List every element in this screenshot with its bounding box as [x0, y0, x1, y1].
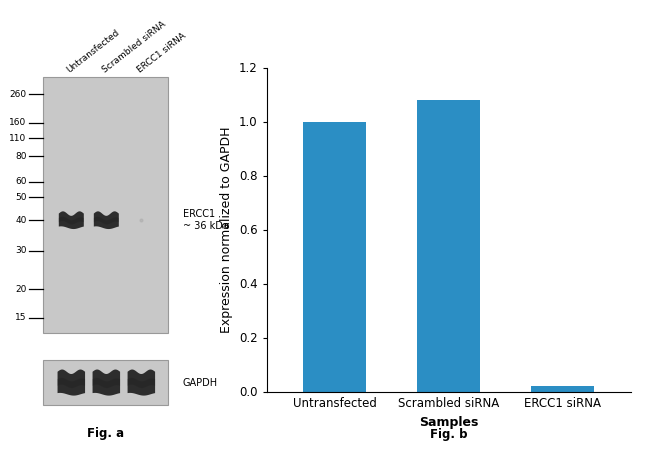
Bar	[531, 386, 593, 392]
Text: 20: 20	[15, 285, 27, 294]
FancyBboxPatch shape	[44, 76, 168, 333]
Text: ERCC1 siRNA: ERCC1 siRNA	[135, 31, 187, 74]
Text: 30: 30	[15, 247, 27, 256]
Text: Fig. a: Fig. a	[87, 428, 124, 441]
FancyBboxPatch shape	[44, 360, 168, 405]
Text: 160: 160	[9, 118, 27, 127]
Y-axis label: Expression normalized to GAPDH: Expression normalized to GAPDH	[220, 126, 233, 333]
Text: 80: 80	[15, 152, 27, 161]
Text: 260: 260	[9, 90, 27, 99]
Text: 60: 60	[15, 177, 27, 186]
Text: Scrambled siRNA: Scrambled siRNA	[100, 19, 167, 74]
Text: Untransfected: Untransfected	[65, 27, 122, 74]
Text: ERCC1
~ 36 kDa: ERCC1 ~ 36 kDa	[183, 209, 229, 231]
Text: Fig. b: Fig. b	[430, 428, 467, 441]
Bar	[304, 122, 366, 392]
Text: 110: 110	[9, 134, 27, 143]
Text: GAPDH: GAPDH	[183, 378, 218, 387]
Text: 15: 15	[15, 313, 27, 322]
X-axis label: Samples: Samples	[419, 416, 478, 428]
Text: 40: 40	[15, 216, 27, 225]
Text: 50: 50	[15, 193, 27, 202]
Bar	[417, 100, 480, 392]
